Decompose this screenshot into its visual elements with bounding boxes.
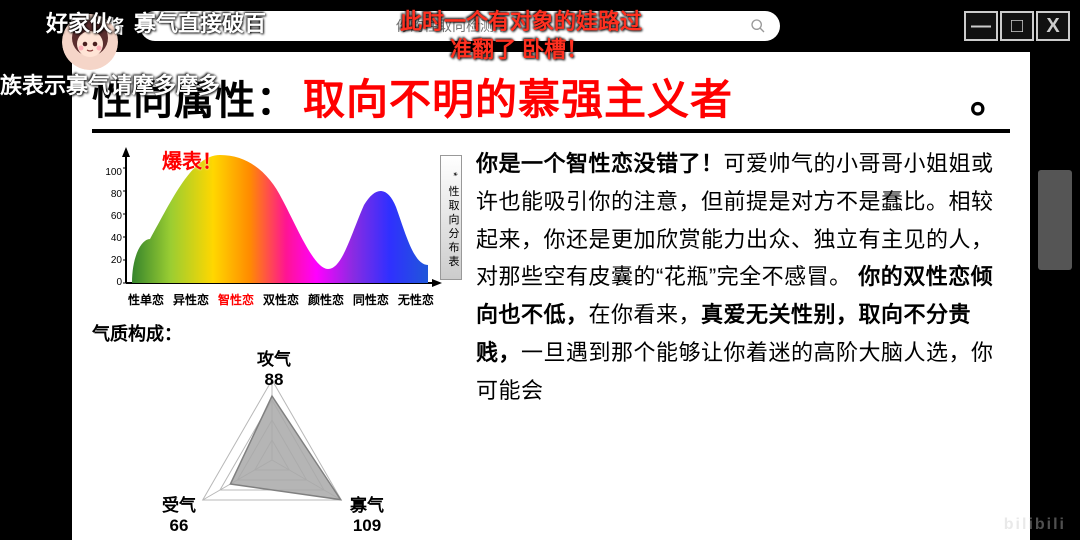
svg-text:20: 20 [111, 255, 123, 266]
chart-side-label: * 性取向分布表 [440, 155, 462, 280]
distribution-chart: 0 20 40 60 80 100 [92, 145, 462, 310]
close-button[interactable]: X [1036, 11, 1070, 41]
body-text-2: 在你看来， [589, 302, 702, 327]
radar-axis-c: 受气66 [162, 496, 196, 537]
svg-text:80: 80 [111, 189, 123, 200]
window-buttons: — □ X [964, 11, 1070, 41]
scrollbar-thumb[interactable] [1038, 170, 1072, 270]
search-box[interactable] [140, 11, 780, 41]
header-result: 取向不明的慕强主义者 [303, 66, 733, 127]
radar-title: 气质构成： [92, 320, 462, 346]
cat-3: 双性恋 [263, 291, 299, 308]
radar-axis-a: 攻气88 [257, 350, 291, 391]
area-chart-svg: 0 20 40 60 80 100 [92, 145, 462, 310]
burst-label: 爆表！ [162, 145, 222, 174]
cat-5: 同性恋 [353, 291, 389, 308]
svg-text:60: 60 [111, 211, 123, 222]
window-titlebar: 趣测酱 — □ X [70, 8, 1070, 44]
cat-4: 颜性恋 [308, 291, 344, 308]
svg-text:100: 100 [105, 167, 122, 178]
header-dot: 。 [970, 66, 1010, 124]
chart-categories: 性单恋 异性恋 智性恋 双性恋 颜性恋 同性恋 无性恋 [128, 291, 434, 308]
search-input[interactable] [154, 18, 750, 34]
body-bold-1: 你是一个智性恋没错了！ [476, 151, 724, 176]
radar-axis-b: 寡气109 [350, 496, 384, 537]
cat-0: 性单恋 [128, 291, 164, 308]
maximize-button[interactable]: □ [1000, 11, 1034, 41]
cat-6: 无性恋 [398, 291, 434, 308]
result-card: 性向属性： 取向不明的慕强主义者 。 0 20 40 60 [72, 52, 1030, 540]
result-header: 性向属性： 取向不明的慕强主义者 。 [92, 66, 1010, 133]
charts-column: 0 20 40 60 80 100 [92, 145, 462, 540]
cat-1: 异性恋 [173, 291, 209, 308]
result-body: 你是一个智性恋没错了！可爱帅气的小哥哥小姐姐或许也能吸引你的注意，但前提是对方不… [476, 145, 1010, 540]
radar-chart: 攻气88 寡气109 受气66 [92, 348, 462, 540]
avatar [62, 14, 118, 70]
radar-section: 气质构成： [92, 320, 462, 540]
header-label: 性向属性： [92, 68, 297, 126]
search-icon [750, 18, 766, 34]
cat-2: 智性恋 [218, 291, 254, 308]
minimize-button[interactable]: — [964, 11, 998, 41]
body-text-3: 一旦遇到那个能够让你着迷的高阶大脑人选，你可能会 [476, 340, 994, 403]
svg-text:0: 0 [116, 277, 122, 288]
svg-text:40: 40 [111, 233, 123, 244]
watermark: bilibili [1004, 516, 1066, 534]
